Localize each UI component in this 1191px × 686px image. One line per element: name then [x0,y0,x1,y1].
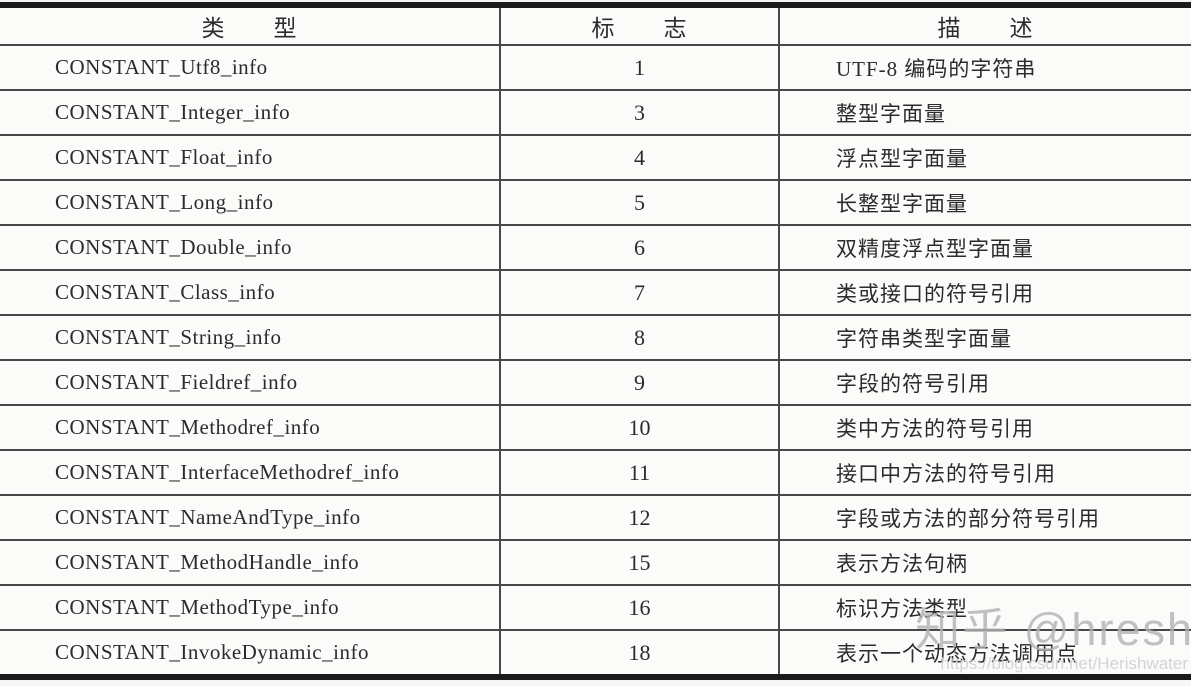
cell-type: CONSTANT_MethodType_info [0,584,500,630]
table-row: CONSTANT_Class_info 7 类或接口的符号引用 [0,269,1191,315]
table-row: CONSTANT_Utf8_info 1 UTF-8 编码的字符串 [0,44,1191,90]
cell-type: CONSTANT_Utf8_info [0,44,500,90]
cell-desc: 字段的符号引用 [778,359,1191,405]
cell-type: CONSTANT_NameAndType_info [0,494,500,540]
table-row: CONSTANT_Long_info 5 长整型字面量 [0,179,1191,225]
table-header-row: 类 型 标 志 描 述 [0,5,1191,46]
cell-desc: 字段或方法的部分符号引用 [778,494,1191,540]
table-row: CONSTANT_Methodref_info 10 类中方法的符号引用 [0,404,1191,450]
cell-type: CONSTANT_Methodref_info [0,404,500,450]
cell-tag: 18 [499,629,779,677]
cell-tag: 10 [499,404,779,450]
cell-desc: 长整型字面量 [778,179,1191,225]
table-row: CONSTANT_InvokeDynamic_info 18 表示一个动态方法调… [0,629,1191,677]
table-row: CONSTANT_Float_info 4 浮点型字面量 [0,134,1191,180]
cell-desc: UTF-8 编码的字符串 [778,44,1191,90]
cell-type: CONSTANT_Integer_info [0,89,500,135]
column-header-type: 类 型 [0,5,500,46]
cell-tag: 8 [499,314,779,360]
cell-tag: 3 [499,89,779,135]
cell-desc: 类或接口的符号引用 [778,269,1191,315]
column-header-desc: 描 述 [778,5,1191,46]
cell-type: CONSTANT_InvokeDynamic_info [0,629,500,677]
table-row: CONSTANT_Fieldref_info 9 字段的符号引用 [0,359,1191,405]
cell-desc: 接口中方法的符号引用 [778,449,1191,495]
url-watermark: https://blog.csdn.net/Herishwater [940,654,1188,673]
cell-desc: 类中方法的符号引用 [778,404,1191,450]
cell-type: CONSTANT_Class_info [0,269,500,315]
cell-desc: 整型字面量 [778,89,1191,135]
cell-type: CONSTANT_Double_info [0,224,500,270]
table-row: CONSTANT_NameAndType_info 12 字段或方法的部分符号引… [0,494,1191,540]
cell-tag: 12 [499,494,779,540]
cell-type: CONSTANT_String_info [0,314,500,360]
cell-tag: 15 [499,539,779,585]
cell-tag: 4 [499,134,779,180]
cell-tag: 9 [499,359,779,405]
cell-type: CONSTANT_Long_info [0,179,500,225]
cell-desc: 字符串类型字面量 [778,314,1191,360]
table-row: CONSTANT_Double_info 6 双精度浮点型字面量 [0,224,1191,270]
table-row: CONSTANT_MethodType_info 16 标识方法类型 [0,584,1191,630]
cell-desc: 标识方法类型 [778,584,1191,630]
table-row: CONSTANT_MethodHandle_info 15 表示方法句柄 [0,539,1191,585]
cell-tag: 7 [499,269,779,315]
cell-desc: 浮点型字面量 [778,134,1191,180]
cell-tag: 5 [499,179,779,225]
column-header-tag: 标 志 [499,5,779,46]
cell-type: CONSTANT_MethodHandle_info [0,539,500,585]
cell-desc: 表示方法句柄 [778,539,1191,585]
zhihu-watermark: 知乎 @hresh [915,604,1191,655]
cell-type: CONSTANT_Fieldref_info [0,359,500,405]
cell-type: CONSTANT_Float_info [0,134,500,180]
cell-desc: 双精度浮点型字面量 [778,224,1191,270]
cell-type: CONSTANT_InterfaceMethodref_info [0,449,500,495]
table-row: CONSTANT_InterfaceMethodref_info 11 接口中方… [0,449,1191,495]
table-row: CONSTANT_String_info 8 字符串类型字面量 [0,314,1191,360]
cell-tag: 6 [499,224,779,270]
cell-tag: 11 [499,449,779,495]
cell-tag: 16 [499,584,779,630]
cell-desc: 表示一个动态方法调用点 [778,629,1191,677]
cell-tag: 1 [499,44,779,90]
table-row: CONSTANT_Integer_info 3 整型字面量 [0,89,1191,135]
